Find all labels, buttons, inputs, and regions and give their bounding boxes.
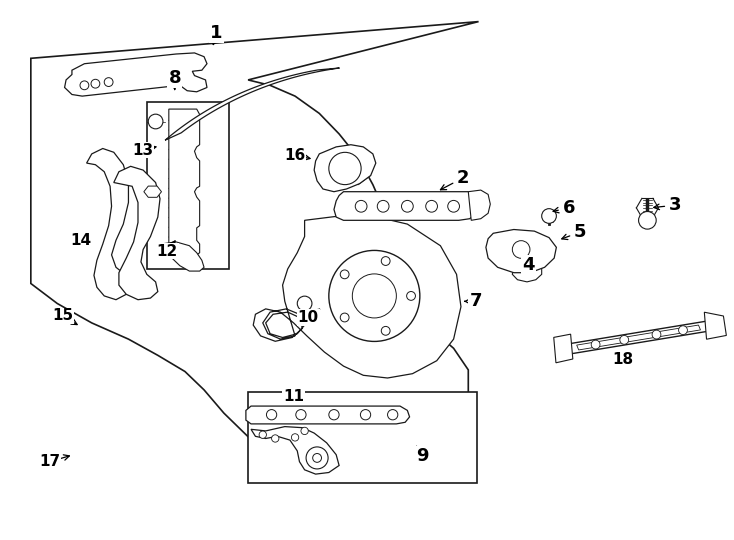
Circle shape <box>341 270 349 279</box>
Circle shape <box>91 79 100 88</box>
Circle shape <box>591 340 600 349</box>
Circle shape <box>381 256 390 266</box>
Polygon shape <box>251 427 339 474</box>
Text: 7: 7 <box>469 292 482 310</box>
Circle shape <box>679 326 688 335</box>
Text: 12: 12 <box>157 244 178 259</box>
Polygon shape <box>253 213 461 378</box>
Polygon shape <box>553 334 573 363</box>
Text: 4: 4 <box>522 255 535 274</box>
Polygon shape <box>334 192 477 220</box>
Circle shape <box>272 435 279 442</box>
Circle shape <box>313 454 321 462</box>
Circle shape <box>341 313 349 322</box>
Circle shape <box>377 200 389 212</box>
Text: 1: 1 <box>210 24 223 43</box>
Circle shape <box>355 200 367 212</box>
Circle shape <box>652 330 661 339</box>
Polygon shape <box>565 321 712 354</box>
Polygon shape <box>160 242 204 271</box>
Polygon shape <box>87 148 131 300</box>
Circle shape <box>360 409 371 420</box>
Polygon shape <box>512 259 542 282</box>
Text: 13: 13 <box>133 143 153 158</box>
Circle shape <box>426 200 437 212</box>
Circle shape <box>329 251 420 341</box>
Text: 18: 18 <box>612 352 633 367</box>
Text: 16: 16 <box>285 148 305 163</box>
Text: 9: 9 <box>415 447 429 465</box>
Circle shape <box>301 427 308 435</box>
Circle shape <box>259 431 266 438</box>
Polygon shape <box>314 145 376 192</box>
Polygon shape <box>577 325 700 350</box>
Circle shape <box>352 274 396 318</box>
Circle shape <box>266 409 277 420</box>
Text: 10: 10 <box>298 310 319 325</box>
Circle shape <box>297 296 312 311</box>
Circle shape <box>306 447 328 469</box>
Polygon shape <box>705 312 727 339</box>
Text: 2: 2 <box>456 169 469 187</box>
Text: 8: 8 <box>168 69 181 87</box>
Circle shape <box>448 200 459 212</box>
Circle shape <box>639 212 656 229</box>
Text: 3: 3 <box>669 196 682 214</box>
Text: 11: 11 <box>283 389 304 404</box>
Circle shape <box>104 78 113 86</box>
Text: 14: 14 <box>70 233 91 248</box>
Polygon shape <box>31 22 479 465</box>
Polygon shape <box>486 230 556 273</box>
Polygon shape <box>114 166 160 300</box>
Circle shape <box>388 409 398 420</box>
Circle shape <box>512 241 530 258</box>
Polygon shape <box>468 190 490 220</box>
Polygon shape <box>169 109 200 256</box>
Polygon shape <box>248 392 477 483</box>
Circle shape <box>381 326 390 335</box>
Circle shape <box>148 114 163 129</box>
Circle shape <box>329 409 339 420</box>
Circle shape <box>296 409 306 420</box>
Polygon shape <box>144 186 161 197</box>
Text: 15: 15 <box>52 308 73 323</box>
Text: 17: 17 <box>40 454 60 469</box>
Text: 6: 6 <box>562 199 575 217</box>
Polygon shape <box>147 102 229 269</box>
Circle shape <box>401 200 413 212</box>
Circle shape <box>329 152 361 185</box>
Text: 5: 5 <box>573 223 586 241</box>
Circle shape <box>291 434 299 441</box>
Circle shape <box>80 81 89 90</box>
Polygon shape <box>246 406 410 424</box>
Circle shape <box>542 208 556 224</box>
Polygon shape <box>165 68 340 140</box>
Circle shape <box>619 335 628 345</box>
Circle shape <box>407 292 415 300</box>
Polygon shape <box>65 53 207 96</box>
